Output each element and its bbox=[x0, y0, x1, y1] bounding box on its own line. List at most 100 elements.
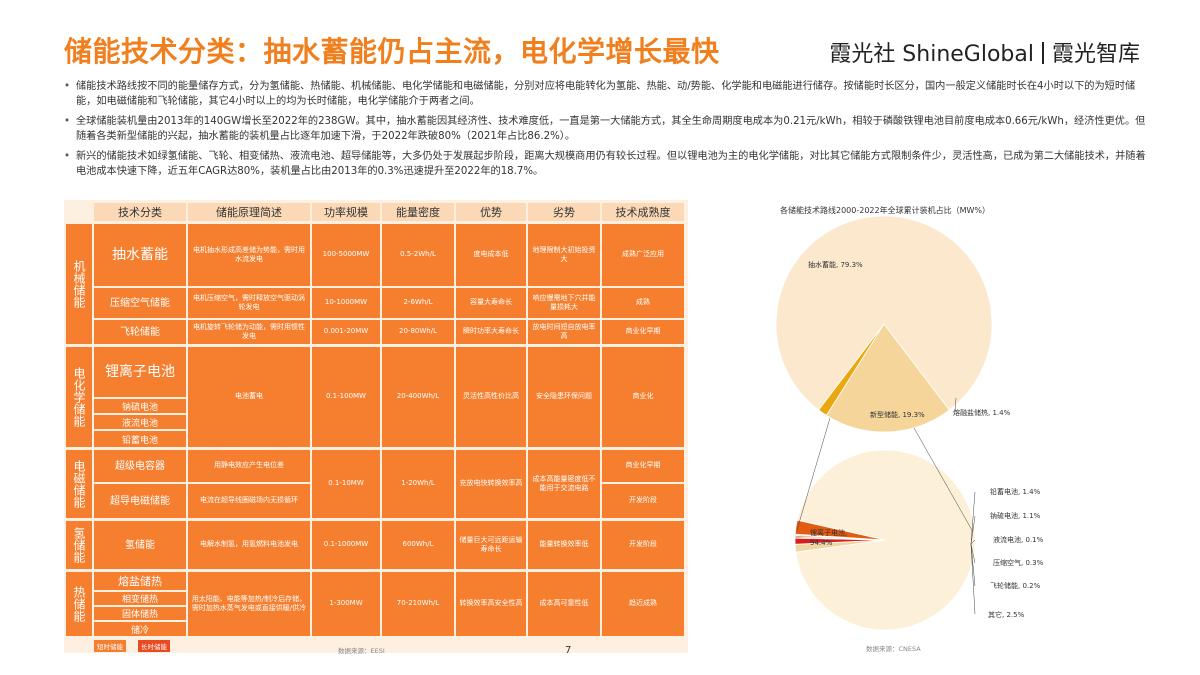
slice-pumped bbox=[775, 215, 993, 411]
label-pumped: 抽水蓄能, 79.3% bbox=[808, 261, 863, 269]
power-h2: 0.1-1000MW bbox=[312, 521, 380, 569]
header-dis: 劣势 bbox=[528, 203, 600, 221]
tech-flywheel: 飞轮储能 bbox=[94, 320, 186, 344]
label-newtype: 新型储能, 19.3% bbox=[870, 411, 925, 419]
principle-flywheel: 电机旋转飞轮储为动能，需时用惯性发电 bbox=[188, 320, 310, 344]
principle-caes: 电机压缩空气，需时释放空气驱动涡轮发电 bbox=[188, 288, 310, 318]
connector-left bbox=[796, 417, 831, 531]
adv-pumped: 度电成本低 bbox=[456, 224, 526, 286]
intro-bullets: 储能技术路线按不同的能量储存方式，分为氢储能、热储能、机械储能、电化学储能和电磁… bbox=[64, 80, 1149, 185]
density-caes: 2-6Wh/L bbox=[382, 288, 454, 318]
chart-title: 各储能技术路线2000-2022年全球累计装机占比（MW%） bbox=[780, 206, 991, 215]
dis-h2: 能量转换效率低 bbox=[528, 521, 600, 569]
tech-solid-heat: 固体储热 bbox=[94, 607, 186, 620]
tech-cold: 储冷 bbox=[94, 622, 186, 636]
power-echem: 0.1-100MW bbox=[312, 347, 380, 447]
label-nas: 钠硫电池, 1.1% bbox=[990, 512, 1041, 520]
principle-echem: 电池蓄电 bbox=[188, 347, 310, 447]
page-number: 7 bbox=[565, 645, 572, 656]
principle-pumped: 电机抽水形成高差储为势能，需时用水流发电 bbox=[188, 224, 310, 286]
power-flywheel: 0.001-20MW bbox=[312, 320, 380, 344]
power-emag: 0.1-10MW bbox=[312, 450, 380, 518]
power-pumped: 100-5000MW bbox=[312, 224, 380, 286]
header-adv: 优势 bbox=[456, 203, 526, 221]
brand-separator bbox=[1041, 42, 1044, 64]
leader-lead bbox=[970, 491, 976, 545]
category-mech: 机械储能 bbox=[66, 224, 92, 344]
adv-heat: 转换效率高安全性高 bbox=[456, 572, 526, 636]
adv-h2: 储量巨大可远距运输寿命长 bbox=[456, 521, 526, 569]
label-flywheel: 飞轮储能, 0.2% bbox=[990, 582, 1041, 590]
tech-caes: 压缩空气储能 bbox=[94, 288, 186, 318]
connector-right bbox=[913, 427, 974, 533]
header-principle: 储能原理简述 bbox=[188, 203, 310, 221]
power-heat: 1-300MW bbox=[312, 572, 380, 636]
slice-molten bbox=[818, 323, 885, 416]
leader-nas bbox=[970, 515, 976, 545]
label-liion: 锂离子电池, 94.4% bbox=[810, 529, 848, 547]
tech-phase-change: 相变储热 bbox=[94, 592, 186, 605]
header-tech: 技术分类 bbox=[94, 203, 186, 221]
tech-supercap: 超级电容器 bbox=[94, 450, 186, 482]
adv-emag: 充放电快转换效率高 bbox=[456, 450, 526, 518]
brand-left: 霞光社 ShineGlobal bbox=[829, 42, 1034, 67]
category-h2: 氢储能 bbox=[66, 521, 92, 569]
maturity-smes: 开发阶段 bbox=[602, 484, 684, 518]
category-echem: 电化学储能 bbox=[66, 347, 92, 447]
bullet-1: 储能技术路线按不同的能量储存方式，分为氢储能、热储能、机械储能、电化学储能和电磁… bbox=[64, 80, 1149, 109]
header-maturity: 技术成熟度 bbox=[602, 203, 684, 221]
header-density: 能量密度 bbox=[382, 203, 454, 221]
label-caes: 压缩空气, 0.3% bbox=[993, 559, 1044, 567]
bullet-3: 新兴的储能技术如绿氢储能、飞轮、相变储热、液流电池、超导储能等，大多仍处于发展起… bbox=[64, 150, 1149, 179]
maturity-pumped: 成熟广泛应用 bbox=[602, 224, 684, 286]
table-source: 数据来源：EESI bbox=[338, 647, 385, 655]
dis-emag: 成本高能量密度低不能用于交流电路 bbox=[528, 450, 600, 518]
leader-other bbox=[970, 543, 976, 615]
label-lead: 铅蓄电池, 1.4% bbox=[990, 488, 1041, 496]
principle-heat: 用太阳能、电能等加热/制冷后存储，需时加热水蒸气发电或直接供暖/供冷 bbox=[188, 572, 310, 636]
dis-caes: 响应慢需地下穴并能量损耗大 bbox=[528, 288, 600, 318]
dis-pumped: 地理限制大初始投资大 bbox=[528, 224, 600, 286]
density-echem: 20-400Wh/L bbox=[382, 347, 454, 447]
maturity-h2: 开发阶段 bbox=[602, 521, 684, 569]
dis-heat: 成本高可靠性低 bbox=[528, 572, 600, 636]
adv-echem: 灵活性高性价比高 bbox=[456, 347, 526, 447]
page-title: 储能技术分类：抽水蓄能仍占主流，电化学增长最快 bbox=[64, 35, 720, 68]
tech-molten-salt: 熔盐储热 bbox=[94, 572, 186, 590]
chart-source: 数据来源：CNESA bbox=[866, 645, 921, 653]
density-h2: 600Wh/L bbox=[382, 521, 454, 569]
tech-nas: 钠硫电池 bbox=[94, 399, 186, 413]
density-pumped: 0.5-2Wh/L bbox=[382, 224, 454, 286]
label-molten: 熔融盐储热, 1.4% bbox=[953, 409, 1011, 417]
adv-caes: 容量大寿命长 bbox=[456, 288, 526, 318]
maturity-flywheel: 商业化早期 bbox=[602, 320, 684, 344]
adv-flywheel: 瞬时功率大寿命长 bbox=[456, 320, 526, 344]
brand-logo: 霞光社 ShineGlobal 霞光智库 bbox=[829, 36, 1140, 68]
tech-h2: 氢储能 bbox=[94, 521, 186, 569]
legend-short: 短时储能 bbox=[94, 640, 126, 652]
tech-flow: 液流电池 bbox=[94, 415, 186, 429]
dis-flywheel: 放电时间短自放电率高 bbox=[528, 320, 600, 344]
leader-caes bbox=[970, 543, 976, 564]
principle-smes: 电流在超导线圈磁场内无损循环 bbox=[188, 484, 310, 518]
density-heat: 70-210Wh/L bbox=[382, 572, 454, 636]
principle-h2: 电解水制氢，用氢燃料电池发电 bbox=[188, 521, 310, 569]
legend-long: 长时储能 bbox=[138, 640, 170, 652]
tech-smes: 超导电磁储能 bbox=[94, 484, 186, 518]
leader-flywheel bbox=[970, 543, 976, 587]
category-emag: 电磁储能 bbox=[66, 450, 92, 518]
density-emag: 1-20Wh/L bbox=[382, 450, 454, 518]
tech-liion: 锂离子电池 bbox=[94, 347, 186, 397]
power-caes: 10-1000MW bbox=[312, 288, 380, 318]
bullet-2: 全球储能装机量由2013年的140GW增长至2022年的238GW。其中，抽水蓄… bbox=[64, 115, 1149, 144]
tech-pumped: 抽水蓄能 bbox=[94, 224, 186, 286]
density-flywheel: 20-80Wh/L bbox=[382, 320, 454, 344]
storage-tech-table: 技术分类 储能原理简述 功率规模 能量密度 优势 劣势 技术成熟度 机械储能 电… bbox=[64, 200, 688, 653]
leader-flow bbox=[970, 539, 976, 545]
brand-right: 霞光智库 bbox=[1051, 42, 1140, 67]
header-power: 功率规模 bbox=[312, 203, 380, 221]
tech-lead: 铅蓄电池 bbox=[94, 431, 186, 447]
maturity-caes: 成熟 bbox=[602, 288, 684, 318]
maturity-heat: 趋近成熟 bbox=[602, 572, 684, 636]
category-heat: 热储能 bbox=[66, 572, 92, 636]
